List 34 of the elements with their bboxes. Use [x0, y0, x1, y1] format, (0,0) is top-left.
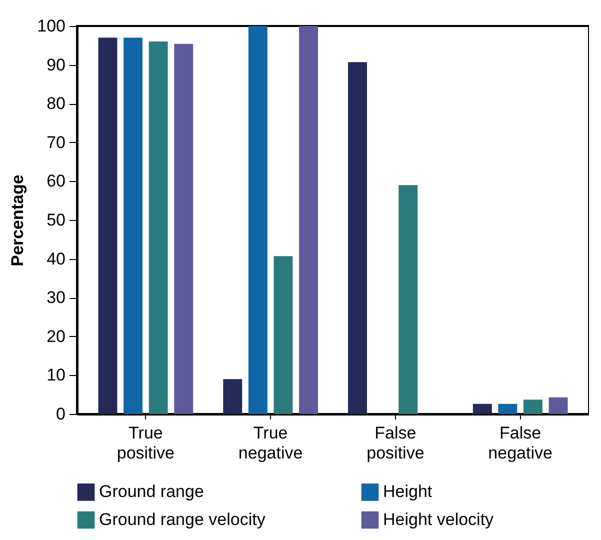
y-tick-label: 0 [56, 404, 66, 424]
legend-label: Height [383, 482, 432, 502]
bar [472, 404, 492, 414]
bar [299, 26, 318, 414]
x-tick-label: True positive [116, 424, 175, 462]
bar [548, 397, 568, 414]
bar [174, 44, 194, 414]
y-tick-label: 10 [46, 366, 66, 385]
y-tick-label: 70 [46, 132, 66, 152]
x-tick-label: False positive [366, 424, 424, 462]
y-tick-label: 100 [37, 16, 66, 36]
bar [248, 26, 268, 414]
bar [523, 400, 542, 414]
x-tick-label: True negative [238, 424, 303, 462]
y-tick-label: 30 [46, 288, 66, 308]
legend-label: Ground range [99, 482, 204, 502]
bar [348, 62, 367, 414]
bar [124, 38, 143, 414]
bar [223, 379, 242, 414]
y-tick-label: 50 [46, 210, 66, 230]
y-tick-label: 20 [46, 326, 66, 346]
y-tick-label: 40 [46, 249, 66, 268]
legend-label: Ground range velocity [99, 510, 266, 529]
bar [98, 38, 118, 414]
legend-label: Height velocity [383, 510, 494, 529]
bar [498, 404, 518, 414]
bar [274, 256, 293, 414]
y-tick-label: 80 [46, 94, 66, 114]
y-tick-label: 60 [46, 172, 66, 191]
y-axis-title: Percentage [8, 174, 28, 266]
x-tick-label: False negative [488, 424, 552, 462]
bar [398, 185, 418, 414]
bar [148, 42, 168, 414]
y-tick-label: 90 [46, 55, 66, 74]
